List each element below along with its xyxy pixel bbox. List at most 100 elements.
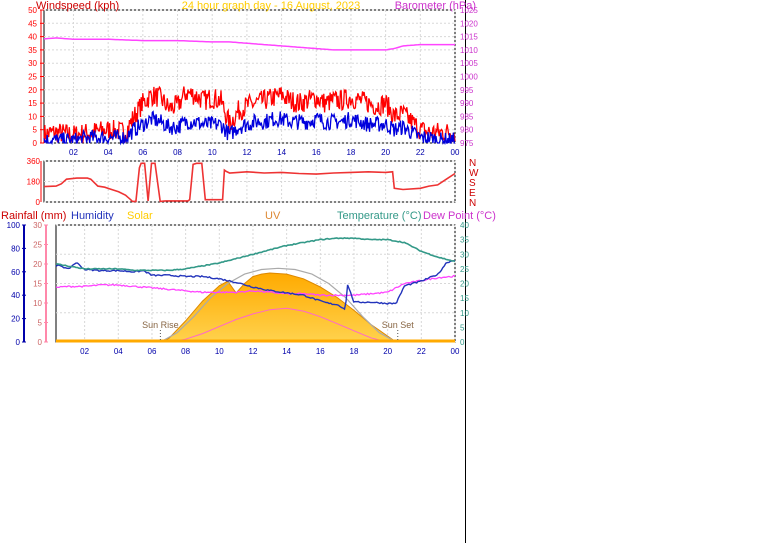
- climate-x-tick-label: 14: [282, 347, 291, 356]
- humidity-axis-ticks: 0 5 10 15 20 25 30: [33, 221, 48, 347]
- solar-area: [56, 267, 455, 343]
- barometer-tick-label: 985: [460, 112, 474, 121]
- legend-item: Humidity: [71, 210, 114, 222]
- barometer-tick-label: 1010: [460, 46, 478, 55]
- rainfall-tick-label: 100: [7, 221, 21, 230]
- wind-tick-label: 15: [28, 99, 37, 108]
- wind-tick-label: 20: [28, 86, 37, 95]
- direction-tick-label: 360: [27, 157, 41, 166]
- direction-tick-label: 180: [27, 178, 41, 187]
- barometer-tick-label: 990: [460, 99, 474, 108]
- wind-x-tick-label: 12: [242, 148, 251, 157]
- wind-series: [43, 37, 456, 146]
- barometer-tick-label: 1020: [460, 19, 478, 28]
- temperature-series-line: [55, 236, 456, 272]
- temperature-tick-label: 40: [460, 221, 469, 230]
- temperature-tick-label: 35: [460, 236, 469, 245]
- rainfall-tick-label: 60: [11, 268, 20, 277]
- wind-tick-label: 10: [28, 112, 37, 121]
- climate-x-tick-label: 04: [114, 347, 123, 356]
- barometer-tick-label: 1025: [460, 6, 478, 15]
- wind-tick-label: 0: [33, 139, 38, 148]
- legend-item: Dew Point (°C): [423, 210, 496, 222]
- sun-annotations: Sun Rise Sun Set: [142, 320, 414, 342]
- climate-x-tick-label: 08: [181, 347, 190, 356]
- climate-x-tick-label: 22: [417, 347, 426, 356]
- chart-title: 24 hour graph day - 16 August, 2023: [182, 0, 361, 12]
- compass-label: E: [469, 188, 476, 199]
- humidity-tick-label: 15: [33, 280, 42, 289]
- compass-label: S: [469, 178, 476, 189]
- climate-x-tick-label: 10: [215, 347, 224, 356]
- compass-label: N: [469, 198, 476, 209]
- rainfall-tick-label: 40: [11, 291, 20, 300]
- wind-tick-label: 30: [28, 59, 37, 68]
- windspeed-axis-label: Windspeed (kph): [36, 0, 119, 12]
- direction-left-ticks: 360 180 0: [27, 157, 42, 207]
- wind-tick-label: 40: [28, 33, 37, 42]
- direction-series: [43, 162, 456, 203]
- direction-series-line: [43, 162, 456, 203]
- wind-x-tick-label: 22: [416, 148, 425, 157]
- humidity-tick-label: 0: [38, 338, 43, 347]
- sunset-label: Sun Set: [382, 320, 415, 330]
- rainfall-tick-label: 20: [11, 315, 20, 324]
- direction-grid: [44, 160, 456, 203]
- wind-x-tick-label: 18: [346, 148, 355, 157]
- direction-tick-label: 0: [36, 198, 41, 207]
- wind-x-tick-label: 00: [451, 148, 460, 157]
- humidity-tick-label: 25: [33, 241, 42, 250]
- humidity-series-line: [55, 260, 456, 311]
- rainfall-tick-label: 0: [16, 338, 21, 347]
- climate-x-tick-label: 00: [451, 347, 460, 356]
- legend-item: Rainfall (mm): [1, 210, 66, 222]
- barometer-tick-label: 995: [460, 86, 474, 95]
- wind-left-ticks: 0 5 10 15 20 25 30 35 40 45 50: [28, 6, 44, 148]
- temperature-tick-label: 15: [460, 294, 469, 303]
- climate-x-tick-label: 20: [383, 347, 392, 356]
- wind-x-tick-label: 16: [312, 148, 321, 157]
- climate-x-tick-label: 02: [80, 347, 89, 356]
- wind-right-ticks: 975 980 985 990 995 1000 1005 1010 1015 1020 1025: [460, 6, 478, 148]
- wind-tick-label: 35: [28, 46, 37, 55]
- wind-x-tick-label: 20: [381, 148, 390, 157]
- climate-legend: Rainfall (mm) Humidity Solar UV Temperature …: [1, 210, 496, 222]
- wind-x-ticks: 02 04 06 08 10 12 14 16 18 20 22 00: [69, 148, 460, 157]
- compass-label: W: [469, 168, 479, 179]
- wind-tick-label: 50: [28, 6, 37, 15]
- wind-x-tick-label: 04: [104, 148, 113, 157]
- barometer-tick-label: 1005: [460, 59, 478, 68]
- uv-series-line: [168, 307, 388, 343]
- barometer-tick-label: 980: [460, 126, 474, 135]
- solar-max-line: [160, 267, 397, 343]
- legend-item: Temperature (°C): [337, 210, 421, 222]
- barometer-series-line: [43, 37, 455, 51]
- wind-tick-label: 25: [28, 73, 37, 82]
- rainfall-tick-label: 80: [11, 244, 20, 253]
- wind-x-tick-label: 08: [173, 148, 182, 157]
- wind-x-tick-label: 10: [208, 148, 217, 157]
- wind-x-tick-label: 02: [69, 148, 78, 157]
- temperature-tick-label: 30: [460, 250, 469, 259]
- humidity-tick-label: 20: [33, 260, 42, 269]
- wind-x-tick-label: 14: [277, 148, 286, 157]
- temperature-axis-ticks: 0 5 10 15 20 25 30 35 40: [460, 221, 469, 347]
- climate-series: [55, 236, 456, 311]
- climate-x-tick-label: 06: [148, 347, 157, 356]
- dewpoint-series-line: [55, 274, 456, 297]
- climate-x-tick-label: 16: [316, 347, 325, 356]
- temperature-tick-label: 25: [460, 265, 469, 274]
- climate-x-tick-label: 12: [249, 347, 258, 356]
- wind-tick-label: 5: [33, 126, 38, 135]
- barometer-axis-label: Barometer (hPa): [395, 0, 476, 12]
- humidity-tick-label: 5: [38, 319, 43, 328]
- climate-x-ticks: 02 04 06 08 10 12 14 16 18 20 22 00: [80, 347, 460, 356]
- wind-tick-label: 45: [28, 19, 37, 28]
- temperature-tick-label: 0: [460, 338, 465, 347]
- humidity-tick-label: 30: [33, 221, 42, 230]
